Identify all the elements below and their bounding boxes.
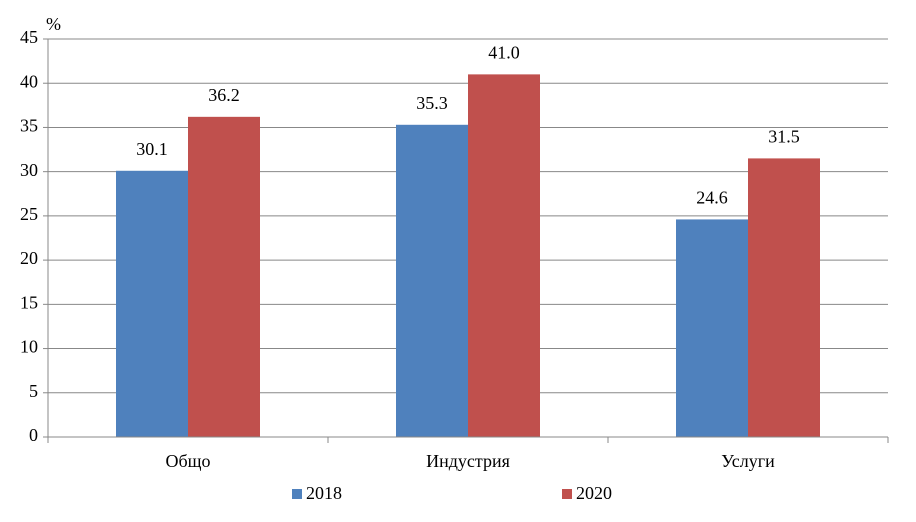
bar: [748, 158, 820, 437]
value-label: 30.1: [136, 139, 168, 159]
bar: [468, 74, 540, 437]
y-tick-label: 40: [20, 71, 38, 91]
y-tick-label: 35: [20, 116, 38, 136]
y-tick-label: 45: [20, 27, 38, 47]
x-tick-label: Общо: [165, 451, 210, 471]
value-label: 35.3: [416, 93, 448, 113]
y-tick-label: 15: [20, 292, 38, 312]
y-tick-label: 0: [29, 425, 38, 445]
y-tick-label: 20: [20, 248, 38, 268]
x-tick-label: Услуги: [721, 451, 775, 471]
bar: [396, 124, 468, 438]
legend-swatch: [562, 489, 572, 499]
y-tick-label: 30: [20, 160, 38, 180]
bar: [188, 116, 260, 437]
y-tick-label: 5: [29, 381, 38, 401]
bar: [116, 170, 188, 437]
y-tick-label: 25: [20, 204, 38, 224]
y-tick-label: 10: [20, 337, 38, 357]
x-tick-label: Индустрия: [426, 451, 510, 471]
value-label: 24.6: [696, 188, 728, 208]
y-axis-label: %: [46, 14, 61, 34]
legend-swatch: [292, 489, 302, 499]
value-label: 41.0: [488, 43, 520, 63]
legend-label: 2020: [576, 483, 612, 503]
value-label: 36.2: [208, 85, 240, 105]
legend-label: 2018: [306, 483, 342, 503]
bar: [676, 219, 748, 437]
value-label: 31.5: [768, 127, 800, 147]
